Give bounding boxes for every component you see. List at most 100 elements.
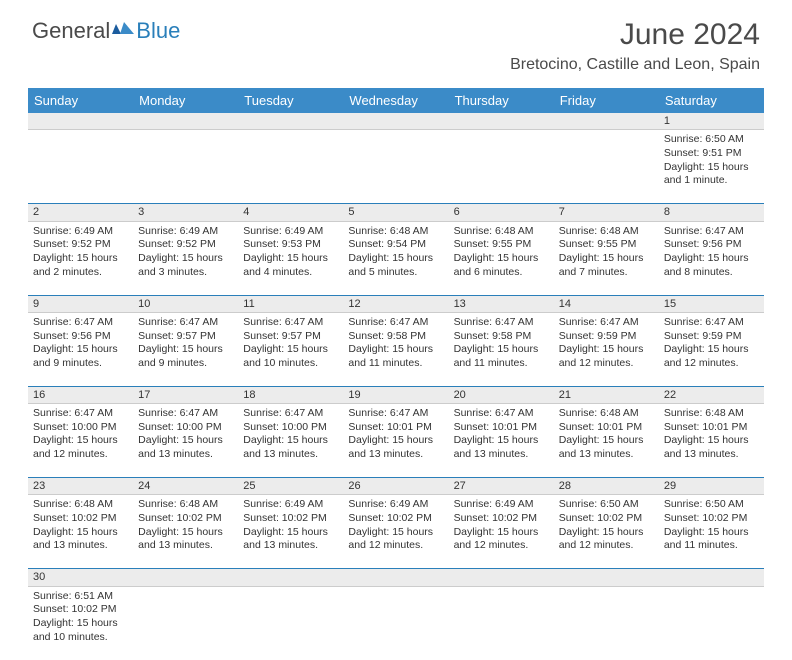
day-cell (238, 130, 343, 204)
day-number-cell: 5 (343, 204, 448, 221)
weekday-header-row: SundayMondayTuesdayWednesdayThursdayFrid… (28, 88, 764, 113)
day-cell: Sunrise: 6:50 AMSunset: 10:02 PMDaylight… (659, 495, 764, 569)
day-content: Sunrise: 6:47 AMSunset: 9:59 PMDaylight:… (559, 316, 654, 371)
day-number: 29 (664, 480, 676, 492)
day-cell: Sunrise: 6:47 AMSunset: 10:00 PMDaylight… (238, 404, 343, 478)
day-content: Sunrise: 6:48 AMSunset: 10:02 PMDaylight… (33, 498, 128, 553)
logo: General Blue (32, 18, 180, 44)
day-content: Sunrise: 6:51 AMSunset: 10:02 PMDaylight… (33, 590, 128, 645)
week-row: Sunrise: 6:47 AMSunset: 9:56 PMDaylight:… (28, 312, 764, 386)
day-number-cell (238, 569, 343, 586)
day-content: Sunrise: 6:49 AMSunset: 9:53 PMDaylight:… (243, 225, 338, 280)
day-number-cell (343, 569, 448, 586)
day-cell: Sunrise: 6:48 AMSunset: 9:55 PMDaylight:… (449, 221, 554, 295)
day-number-cell (343, 113, 448, 130)
day-number-cell: 13 (449, 295, 554, 312)
day-number: 6 (454, 206, 460, 218)
day-cell (449, 130, 554, 204)
day-number-cell: 28 (554, 478, 659, 495)
day-number: 5 (348, 206, 354, 218)
day-cell: Sunrise: 6:51 AMSunset: 10:02 PMDaylight… (28, 586, 133, 660)
day-number-cell: 18 (238, 386, 343, 403)
day-content: Sunrise: 6:49 AMSunset: 10:02 PMDaylight… (454, 498, 549, 553)
day-content: Sunrise: 6:48 AMSunset: 10:02 PMDaylight… (138, 498, 233, 553)
day-number-cell: 30 (28, 569, 133, 586)
day-number-cell (133, 569, 238, 586)
day-content: Sunrise: 6:47 AMSunset: 10:01 PMDaylight… (454, 407, 549, 462)
day-content: Sunrise: 6:47 AMSunset: 10:01 PMDaylight… (348, 407, 443, 462)
day-number-cell (449, 113, 554, 130)
day-number: 24 (138, 480, 150, 492)
day-content: Sunrise: 6:49 AMSunset: 10:02 PMDaylight… (243, 498, 338, 553)
weekday-header: Sunday (28, 88, 133, 113)
day-number-cell: 24 (133, 478, 238, 495)
day-number-cell: 27 (449, 478, 554, 495)
day-number: 27 (454, 480, 466, 492)
day-number-cell: 7 (554, 204, 659, 221)
day-number: 17 (138, 389, 150, 401)
day-content: Sunrise: 6:49 AMSunset: 9:52 PMDaylight:… (33, 225, 128, 280)
day-content: Sunrise: 6:48 AMSunset: 9:54 PMDaylight:… (348, 225, 443, 280)
day-cell: Sunrise: 6:49 AMSunset: 10:02 PMDaylight… (449, 495, 554, 569)
day-content: Sunrise: 6:47 AMSunset: 9:58 PMDaylight:… (348, 316, 443, 371)
day-cell: Sunrise: 6:49 AMSunset: 9:52 PMDaylight:… (133, 221, 238, 295)
day-number-cell (449, 569, 554, 586)
calendar: SundayMondayTuesdayWednesdayThursdayFrid… (28, 88, 764, 660)
day-number: 10 (138, 298, 150, 310)
day-cell: Sunrise: 6:47 AMSunset: 10:00 PMDaylight… (133, 404, 238, 478)
day-number-cell: 20 (449, 386, 554, 403)
weekday-header: Saturday (659, 88, 764, 113)
day-number-cell: 17 (133, 386, 238, 403)
day-number: 7 (559, 206, 565, 218)
day-cell (343, 130, 448, 204)
day-number-cell (133, 113, 238, 130)
week-row: Sunrise: 6:47 AMSunset: 10:00 PMDaylight… (28, 404, 764, 478)
daynum-row: 2345678 (28, 204, 764, 221)
header: General Blue June 2024 Bretocino, Castil… (0, 0, 792, 80)
title-block: June 2024 Bretocino, Castille and Leon, … (510, 18, 760, 74)
day-cell: Sunrise: 6:48 AMSunset: 10:02 PMDaylight… (133, 495, 238, 569)
day-content: Sunrise: 6:48 AMSunset: 10:01 PMDaylight… (559, 407, 654, 462)
week-row: Sunrise: 6:51 AMSunset: 10:02 PMDaylight… (28, 586, 764, 660)
day-content: Sunrise: 6:49 AMSunset: 9:52 PMDaylight:… (138, 225, 233, 280)
day-content: Sunrise: 6:47 AMSunset: 10:00 PMDaylight… (243, 407, 338, 462)
day-number-cell (28, 113, 133, 130)
day-number-cell: 23 (28, 478, 133, 495)
day-cell: Sunrise: 6:49 AMSunset: 9:53 PMDaylight:… (238, 221, 343, 295)
day-number-cell: 16 (28, 386, 133, 403)
day-number-cell: 3 (133, 204, 238, 221)
day-number-cell: 4 (238, 204, 343, 221)
day-cell (238, 586, 343, 660)
day-cell: Sunrise: 6:47 AMSunset: 9:57 PMDaylight:… (133, 312, 238, 386)
day-number: 21 (559, 389, 571, 401)
day-number-cell: 12 (343, 295, 448, 312)
day-cell: Sunrise: 6:47 AMSunset: 9:58 PMDaylight:… (449, 312, 554, 386)
logo-text-a: General (32, 18, 110, 44)
day-number: 30 (33, 571, 45, 583)
day-number-cell (554, 113, 659, 130)
day-number-cell: 1 (659, 113, 764, 130)
day-cell (133, 130, 238, 204)
day-content: Sunrise: 6:47 AMSunset: 9:57 PMDaylight:… (243, 316, 338, 371)
day-cell: Sunrise: 6:48 AMSunset: 10:02 PMDaylight… (28, 495, 133, 569)
daynum-row: 16171819202122 (28, 386, 764, 403)
day-content: Sunrise: 6:50 AMSunset: 10:02 PMDaylight… (664, 498, 759, 553)
day-cell: Sunrise: 6:48 AMSunset: 9:55 PMDaylight:… (554, 221, 659, 295)
weekday-header: Tuesday (238, 88, 343, 113)
daynum-row: 9101112131415 (28, 295, 764, 312)
day-cell: Sunrise: 6:47 AMSunset: 10:01 PMDaylight… (343, 404, 448, 478)
day-number: 1 (664, 115, 670, 127)
day-cell (554, 586, 659, 660)
day-number: 19 (348, 389, 360, 401)
day-cell (343, 586, 448, 660)
day-cell: Sunrise: 6:49 AMSunset: 10:02 PMDaylight… (238, 495, 343, 569)
day-number-cell: 10 (133, 295, 238, 312)
day-number: 16 (33, 389, 45, 401)
weekday-header: Thursday (449, 88, 554, 113)
day-cell: Sunrise: 6:49 AMSunset: 10:02 PMDaylight… (343, 495, 448, 569)
day-number-cell: 26 (343, 478, 448, 495)
day-number: 11 (243, 298, 254, 310)
day-cell: Sunrise: 6:47 AMSunset: 9:59 PMDaylight:… (659, 312, 764, 386)
day-number: 25 (243, 480, 255, 492)
day-content: Sunrise: 6:47 AMSunset: 9:58 PMDaylight:… (454, 316, 549, 371)
